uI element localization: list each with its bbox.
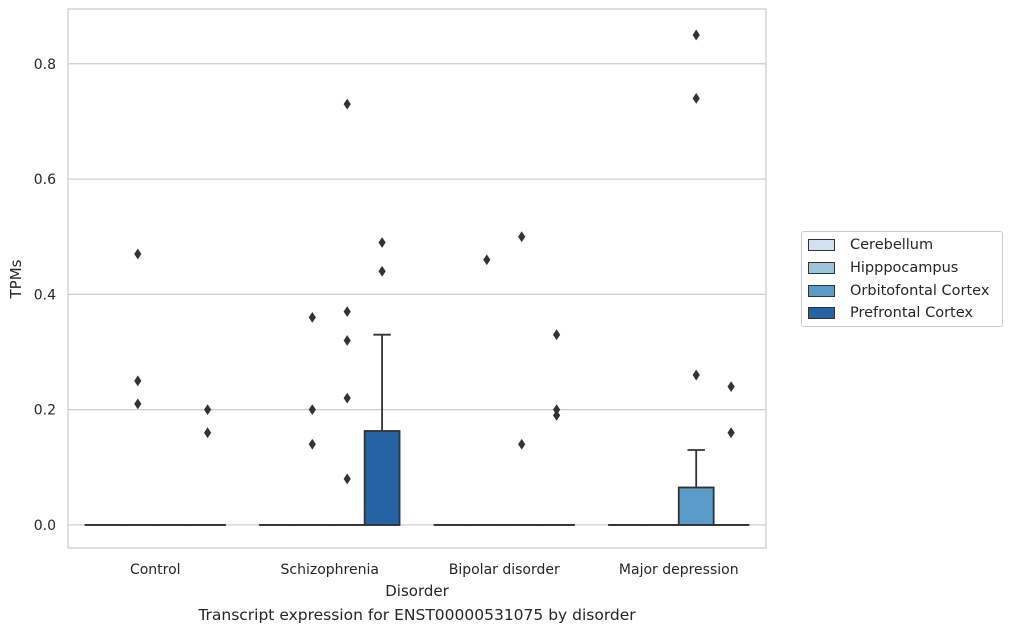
outlier-point	[134, 375, 142, 387]
outlier-point	[134, 248, 142, 260]
legend-label-prefrontal: Prefrontal Cortex	[850, 305, 973, 321]
chart-caption: Transcript expression for ENST0000053107…	[198, 606, 636, 624]
outlier-point	[483, 254, 491, 266]
outlier-point	[308, 312, 316, 323]
box	[677, 486, 715, 526]
outlier-point	[204, 427, 212, 439]
outlier-point	[134, 398, 142, 410]
outlier-point	[343, 392, 351, 404]
y-tick-labels: 0.0 0.2 0.4 0.6 0.8	[34, 57, 56, 534]
outlier-point	[378, 265, 386, 277]
outlier-point	[343, 98, 351, 110]
outlier-point	[553, 329, 561, 341]
outlier-point	[727, 381, 735, 392]
x-tick-labels: Control Schizophrenia Bipolar disorder Majo…	[130, 562, 739, 578]
outlier-point	[343, 335, 351, 346]
outlier-point	[553, 404, 561, 416]
legend: Cerebellum Hipppocampus Orbitofontal Cor…	[801, 231, 1003, 327]
y-tick-label: 0.8	[34, 57, 56, 73]
x-axis-title: Disorder	[385, 582, 449, 600]
outlier-points	[134, 29, 735, 485]
y-tick-label: 0.4	[34, 287, 56, 303]
legend-item-cerebellum: Cerebellum	[808, 235, 933, 255]
legend-item-prefrontal: Prefrontal Cortex	[808, 303, 973, 323]
x-tick-label: Major depression	[619, 562, 739, 578]
legend-swatch-orbitofrontal	[808, 285, 835, 297]
legend-label-hippocampus: Hipppocampus	[850, 260, 959, 276]
outlier-point	[553, 410, 561, 421]
outlier-point	[692, 92, 700, 104]
legend-item-hippocampus: Hipppocampus	[808, 258, 958, 278]
outlier-point	[204, 404, 212, 416]
outlier-point	[343, 306, 351, 318]
outlier-point	[308, 404, 316, 416]
outlier-point	[727, 427, 735, 439]
legend-item-orbitofrontal: Orbitofontal Cortex	[808, 281, 989, 301]
outlier-point	[518, 231, 526, 243]
outlier-point	[308, 438, 316, 450]
outlier-point	[692, 29, 700, 41]
outlier-point	[343, 473, 351, 485]
y-tick-label: 0.0	[34, 518, 56, 534]
box	[363, 430, 401, 526]
x-tick-label: Control	[130, 562, 181, 578]
y-tick-label: 0.2	[34, 403, 56, 419]
plot-area	[67, 8, 767, 549]
legend-swatch-prefrontal	[808, 307, 835, 319]
x-tick-label: Bipolar disorder	[449, 562, 560, 578]
legend-swatch-cerebellum	[808, 239, 835, 251]
y-axis-title: TPMs	[7, 259, 25, 299]
x-tick-label: Schizophrenia	[281, 562, 379, 578]
outlier-point	[692, 369, 700, 381]
legend-label-orbitofrontal: Orbitofontal Cortex	[850, 283, 990, 299]
legend-swatch-hippocampus	[808, 262, 835, 274]
legend-label-cerebellum: Cerebellum	[850, 237, 934, 253]
outlier-point	[378, 237, 386, 248]
outlier-point	[518, 438, 526, 450]
y-tick-label: 0.6	[34, 172, 56, 188]
boxes	[84, 333, 750, 526]
